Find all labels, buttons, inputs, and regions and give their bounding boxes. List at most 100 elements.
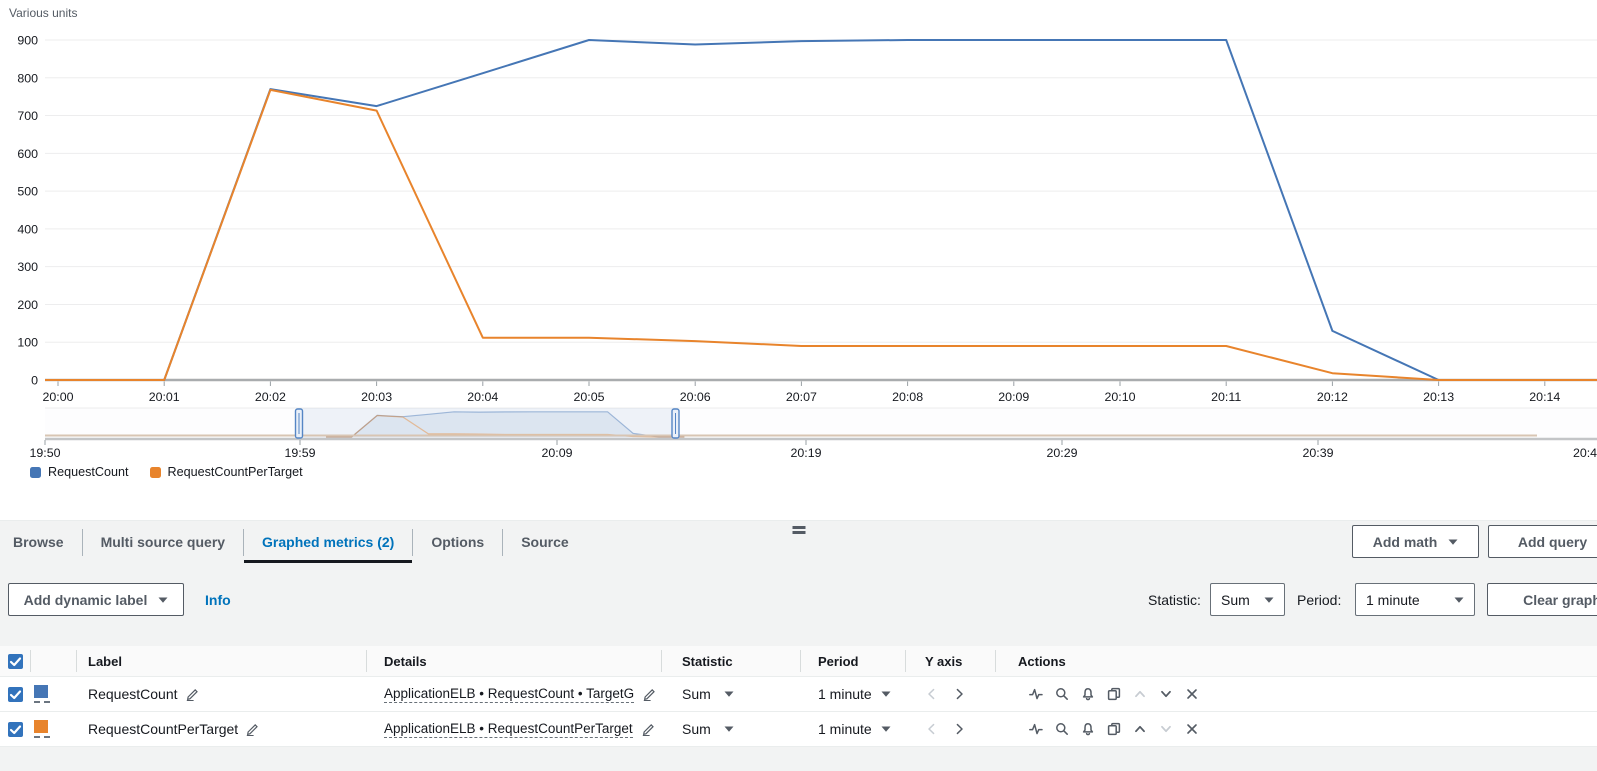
row-checkbox[interactable] — [8, 686, 23, 702]
yaxis-left-icon[interactable] — [925, 722, 939, 736]
tab-browse[interactable]: Browse — [13, 534, 64, 550]
check-icon — [9, 724, 22, 734]
add-math-label: Add math — [1372, 533, 1438, 550]
row-checkbox[interactable] — [8, 721, 23, 737]
chevron-down-icon — [158, 597, 168, 603]
chevron-down-icon — [724, 691, 734, 697]
legend-item-requestcountpertarget[interactable]: RequestCountPerTarget — [149, 465, 303, 479]
series-color-picker[interactable] — [34, 720, 50, 738]
move-down-icon[interactable] — [1159, 687, 1173, 701]
period-label: Period: — [1297, 591, 1342, 608]
svg-text:20:4: 20:4 — [1573, 446, 1597, 460]
timeline-scrubber[interactable] — [45, 407, 1597, 441]
chart-panel: Various units 0 100 200 300 400 500 600 700 800 9… — [0, 0, 1597, 479]
svg-text:800: 800 — [17, 71, 38, 85]
create-alarm-bell-icon[interactable] — [1081, 687, 1095, 701]
table-row: RequestCountPerTarget ApplicationELB • R… — [0, 712, 1597, 747]
statistic-select[interactable]: Sum — [1210, 583, 1285, 616]
move-down-icon[interactable] — [1159, 722, 1173, 736]
metrics-line-chart[interactable]: 0 100 200 300 400 500 600 700 800 900 20:00 20:01 20… — [0, 0, 1597, 460]
graphed-metrics-table: Label Details Statistic Period Y axis Ac… — [0, 646, 1597, 747]
duplicate-icon[interactable] — [1107, 687, 1121, 701]
row-period-dropdown[interactable]: 1 minute — [800, 712, 905, 746]
svg-text:20:13: 20:13 — [1423, 390, 1454, 404]
legend-label-requestcountpertarget: RequestCountPerTarget — [167, 465, 303, 479]
row-period-dropdown[interactable]: 1 minute — [800, 677, 905, 711]
yaxis-right-icon[interactable] — [952, 722, 966, 736]
period-select[interactable]: 1 minute — [1355, 583, 1475, 616]
search-metric-icon[interactable] — [1055, 722, 1069, 736]
details-column-header: Details — [366, 646, 661, 676]
tab-multi-source-query[interactable]: Multi source query — [100, 534, 226, 550]
svg-text:20:05: 20:05 — [573, 390, 604, 404]
tab-divider — [243, 528, 245, 556]
add-query-button[interactable]: Add query — [1488, 525, 1597, 558]
series-color-swatch — [34, 720, 48, 733]
series-color-picker[interactable] — [34, 685, 50, 703]
yaxis-left-icon[interactable] — [925, 687, 939, 701]
create-alarm-bell-icon[interactable] — [1081, 722, 1095, 736]
svg-text:20:08: 20:08 — [892, 390, 923, 404]
remove-metric-icon[interactable] — [1185, 722, 1199, 736]
tab-bar: Browse Multi source query Graphed metric… — [13, 521, 587, 563]
remove-metric-icon[interactable] — [1185, 687, 1199, 701]
add-dynamic-label-button[interactable]: Add dynamic label — [8, 583, 184, 616]
tab-source[interactable]: Source — [521, 534, 569, 550]
move-up-icon[interactable] — [1133, 687, 1147, 701]
duplicate-icon[interactable] — [1107, 722, 1121, 736]
svg-text:400: 400 — [17, 222, 38, 236]
edit-label-pencil-icon[interactable] — [245, 722, 259, 736]
row-statistic-dropdown[interactable]: Sum — [661, 712, 800, 746]
svg-text:20:03: 20:03 — [361, 390, 392, 404]
svg-text:20:04: 20:04 — [467, 390, 498, 404]
svg-text:20:11: 20:11 — [1211, 390, 1241, 404]
tab-divider — [502, 528, 504, 556]
chevron-down-icon — [881, 726, 891, 732]
tab-options[interactable]: Options — [431, 534, 485, 550]
statistic-column-header: Statistic — [661, 646, 800, 676]
add-math-button[interactable]: Add math — [1352, 525, 1479, 558]
chevron-down-icon — [881, 691, 891, 697]
svg-text:20:00: 20:00 — [42, 390, 73, 404]
svg-text:300: 300 — [17, 260, 38, 274]
row-period-value: 1 minute — [818, 686, 872, 702]
row-statistic-dropdown[interactable]: Sum — [661, 677, 800, 711]
edit-label-pencil-icon[interactable] — [185, 687, 199, 701]
add-query-label: Add query — [1517, 533, 1588, 550]
yaxis-right-icon[interactable] — [952, 687, 966, 701]
edit-details-pencil-icon[interactable] — [642, 687, 656, 701]
check-icon — [9, 689, 22, 699]
row-statistic-value: Sum — [682, 686, 711, 702]
row-period-value: 1 minute — [818, 721, 872, 737]
tab-divider — [81, 528, 83, 556]
edit-details-pencil-icon[interactable] — [641, 722, 655, 736]
info-link[interactable]: Info — [205, 591, 231, 608]
move-up-icon[interactable] — [1133, 722, 1147, 736]
check-icon — [9, 656, 22, 666]
label-column-header: Label — [76, 646, 366, 676]
select-all-checkbox[interactable] — [8, 653, 23, 669]
add-dynamic-label-label: Add dynamic label — [23, 591, 148, 608]
table-header-row: Label Details Statistic Period Y axis Ac… — [0, 646, 1597, 677]
tab-graphed-metrics[interactable]: Graphed metrics (2) — [244, 521, 413, 563]
svg-text:20:14: 20:14 — [1529, 390, 1560, 404]
chart-legend: RequestCount RequestCountPerTarget — [30, 465, 303, 479]
period-value: 1 minute — [1366, 591, 1420, 608]
search-metric-icon[interactable] — [1055, 687, 1069, 701]
graph-metric-pulse-icon[interactable] — [1029, 722, 1043, 736]
metric-details[interactable]: ApplicationELB • RequestCountPerTarget — [384, 720, 633, 738]
svg-text:20:19: 20:19 — [790, 446, 821, 460]
panel-resize-handle[interactable] — [792, 526, 805, 536]
chart-line-requestcountpertarget — [45, 88, 1597, 381]
metric-label: RequestCount — [88, 686, 178, 702]
svg-text:20:10: 20:10 — [1104, 390, 1135, 404]
period-column-header: Period — [800, 646, 905, 676]
graph-metric-pulse-icon[interactable] — [1029, 687, 1043, 701]
metric-details[interactable]: ApplicationELB • RequestCount • TargetG — [384, 685, 635, 703]
svg-text:20:09: 20:09 — [541, 446, 572, 460]
legend-item-requestcount[interactable]: RequestCount — [30, 465, 129, 479]
chevron-down-icon — [1454, 597, 1464, 603]
svg-text:20:39: 20:39 — [1302, 446, 1333, 460]
clear-graph-button[interactable]: Clear graph — [1487, 583, 1597, 616]
chevron-down-icon — [1448, 539, 1458, 545]
